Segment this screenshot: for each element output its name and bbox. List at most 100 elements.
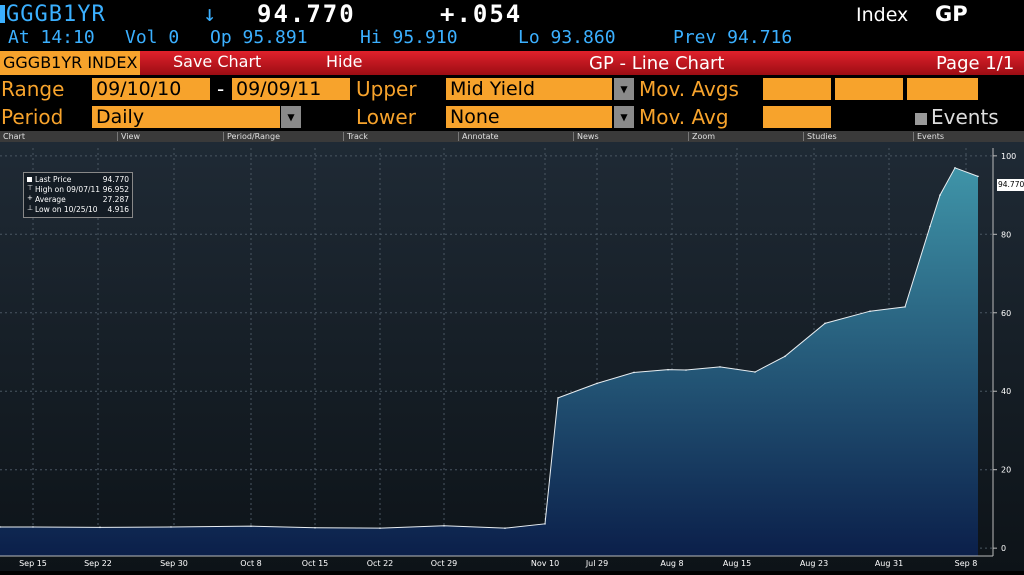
mov-avg-input-1[interactable]	[763, 78, 831, 100]
price-point	[596, 382, 598, 385]
upper-select[interactable]: Mid Yield	[446, 78, 612, 100]
toolbar-period-range[interactable]: Period/Range	[227, 132, 280, 141]
price-point	[954, 167, 956, 169]
price-point	[379, 527, 381, 529]
events-checkbox-icon[interactable]	[915, 112, 927, 125]
events-toggle[interactable]: Events	[915, 104, 999, 130]
market-sector: Index	[856, 4, 909, 26]
price-point	[250, 525, 252, 527]
range-start-input[interactable]: 09/10/10	[92, 78, 210, 100]
x-tick-label: Sep 30	[160, 559, 188, 568]
quote-time: At 14:10	[8, 27, 95, 48]
chart-legend: Last Price 94.770 ⊤ High on 09/07/11 96.…	[23, 172, 133, 218]
period-dropdown-icon[interactable]: ▼	[281, 106, 301, 128]
x-tick-label: Oct 15	[302, 559, 329, 568]
lower-label: Lower	[356, 105, 416, 129]
upper-label: Upper	[356, 77, 417, 101]
price-point	[869, 310, 871, 312]
x-tick-label: Nov 10	[531, 559, 559, 568]
mov-avg-input-3[interactable]	[907, 78, 978, 100]
chart-title-bar: GGGB1YR INDEX Save Chart Hide GP - Line …	[0, 51, 1024, 75]
ticker-symbol[interactable]: GGGB1YR	[6, 2, 106, 27]
price-point	[170, 526, 172, 528]
chart-title: GP - Line Chart	[589, 53, 725, 74]
y-tick-label: 40	[1001, 387, 1011, 396]
lower-dropdown-icon[interactable]: ▼	[614, 106, 634, 128]
down-arrow-icon: ↓	[203, 2, 217, 27]
price-point	[754, 371, 756, 373]
page-indicator: Page 1/1	[936, 53, 1015, 74]
period-label: Period	[1, 105, 64, 129]
x-tick-label: Aug 23	[800, 559, 828, 568]
legend-low: ⊥ Low on 10/25/10 4.916	[27, 204, 129, 214]
line-chart[interactable]: 0 20 40 60 80 100 Sep 15 Sep 22 Sep 30 Oct 8 Oct 1…	[0, 142, 1024, 571]
quote-stats: At 14:10 Vol 0 Op 95.891 Hi 95.910 Lo 93…	[0, 27, 1024, 49]
x-tick-label: Aug 31	[875, 559, 903, 568]
save-chart-button[interactable]: Save Chart	[173, 52, 262, 71]
toolbar-studies[interactable]: Studies	[807, 132, 837, 141]
price-point	[667, 368, 669, 371]
toolbar-zoom[interactable]: Zoom	[692, 132, 716, 141]
price-point	[0, 526, 1, 528]
toolbar-events[interactable]: Events	[917, 132, 945, 141]
average-marker-icon: +	[27, 194, 33, 202]
security-field[interactable]: GGGB1YR INDEX	[0, 51, 141, 75]
low-marker-icon: ⊥	[27, 204, 34, 212]
range-end-input[interactable]: 09/09/11	[232, 78, 350, 100]
mov-avg-label: Mov. Avg	[639, 105, 729, 129]
chart-area[interactable]: 0 20 40 60 80 100 Sep 15 Sep 22 Sep 30 Oct 8 Oct 1…	[0, 142, 1024, 571]
toolbar-annotate[interactable]: Annotate	[462, 132, 499, 141]
toolbar-track[interactable]: Track	[347, 132, 368, 141]
price-point	[544, 523, 546, 525]
legend-high: ⊤ High on 09/07/11 96.952	[27, 184, 129, 194]
toolbar-news[interactable]: News	[577, 132, 599, 141]
toolbar-chart[interactable]: Chart	[3, 132, 25, 141]
range-label: Range	[1, 77, 65, 101]
legend-last-price: Last Price 94.770	[27, 175, 129, 185]
price-point	[939, 194, 941, 196]
hide-button[interactable]: Hide	[326, 52, 363, 71]
x-tick-label: Jul 29	[585, 559, 608, 568]
period-select[interactable]: Daily	[92, 106, 280, 128]
last-price-swatch	[27, 177, 32, 182]
high-marker-icon: ⊤	[27, 184, 34, 192]
price-point	[904, 306, 906, 308]
cursor-marker	[0, 5, 5, 23]
last-price-flag: 94.770	[997, 179, 1024, 191]
quote-prev: Prev 94.716	[673, 27, 793, 48]
toolbar-view[interactable]: View	[121, 132, 140, 141]
price-point	[314, 526, 316, 529]
price-point	[784, 355, 786, 358]
legend-average: + Average 27.287	[27, 194, 129, 204]
price-point	[557, 397, 559, 399]
price-point	[824, 322, 826, 325]
x-tick-label: Oct 22	[367, 559, 394, 568]
upper-dropdown-icon[interactable]: ▼	[614, 78, 634, 100]
x-tick-label: Sep 15	[19, 559, 47, 568]
quote-low: Lo 93.860	[518, 27, 616, 48]
mov-avgs-label: Mov. Avgs	[639, 77, 739, 101]
price-point	[504, 527, 506, 529]
net-change: +.054	[440, 0, 523, 28]
quote-high: Hi 95.910	[360, 27, 458, 48]
x-tick-label: Aug 8	[660, 559, 683, 568]
events-label: Events	[931, 105, 999, 129]
quote-header: GGGB1YR ↓ 94.770 +.054 Index GP	[0, 0, 1024, 28]
range-dash: -	[217, 77, 225, 101]
y-tick-label: 60	[1001, 309, 1011, 318]
price-point	[977, 175, 979, 178]
period-row: Period Daily ▼ Lower None ▼ Mov. Avg Eve…	[0, 104, 1024, 130]
function-code: GP	[935, 2, 968, 26]
x-tick-label: Aug 15	[723, 559, 751, 568]
price-point	[633, 371, 635, 374]
x-tick-label: Sep 8	[955, 559, 978, 568]
lower-select[interactable]: None	[446, 106, 612, 128]
price-point	[32, 526, 34, 528]
mov-avg-input-2[interactable]	[835, 78, 903, 100]
quote-volume: Vol 0	[125, 27, 180, 48]
price-point	[443, 524, 445, 527]
price-area-fill	[0, 167, 978, 557]
x-tick-label: Oct 29	[431, 559, 458, 568]
last-price: 94.770	[257, 0, 356, 28]
mov-avg-lower-input[interactable]	[763, 106, 831, 128]
